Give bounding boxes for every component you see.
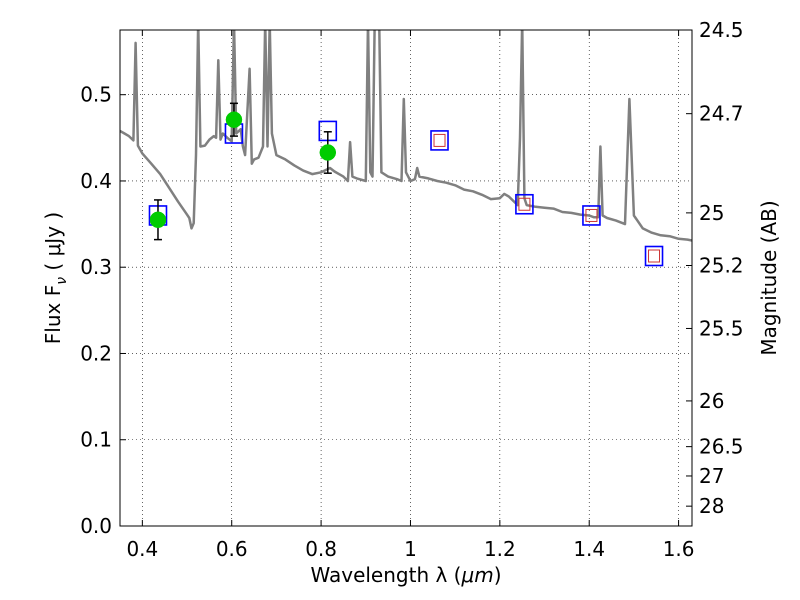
y2-tick-label: 25.2 [699,253,744,277]
y2-tick-label: 24.7 [699,102,744,126]
y-tick-label: 0.2 [80,341,112,365]
predicted-band-square [648,249,661,263]
spectrum-line [120,30,692,242]
model-photometry-square [582,205,601,226]
x-tick-label: 1.2 [484,537,516,561]
y-tick-label: 0.1 [80,428,112,452]
x-tick-label: 1.6 [663,537,695,561]
y2-tick-label: 26 [699,389,724,413]
x-tick-label: 0.8 [305,537,337,561]
model-photometry-square [644,245,664,267]
y2-tick-label: 26.5 [699,435,744,459]
marker-layer [148,102,664,267]
axis-ticks: 0.4 0.6 0.8 1 1.2 1.4 1.6 0.0 0.1 0.2 0.3 0.4 0.5 24.… [80,18,743,561]
x-tick-label: 0.6 [216,537,248,561]
predicted-band-square [518,197,531,211]
y-tick-label: 0.5 [80,83,112,107]
observed-photometry-point [225,111,243,128]
predicted-band-square [585,208,598,222]
y-tick-label: 0.3 [80,255,112,279]
plot-frame [119,29,693,527]
y2-tick-label: 27 [699,464,724,488]
y2-tick-label: 24.5 [699,18,744,42]
model-photometry-square [515,193,534,215]
x-tick-label: 1.4 [573,537,605,561]
spectrum-layer [120,30,692,242]
y-axis-label: Flux Fν ( μJy ) [41,212,70,344]
y2-tick-label: 25 [699,201,724,225]
y2-tick-label: 25.5 [699,316,744,340]
x-tick-label: 1 [404,537,417,561]
y2-tick-label: 28 [699,494,724,518]
x-tick-label: 0.4 [126,537,158,561]
y-tick-label: 0.4 [80,169,112,193]
model-photometry-square [430,130,449,151]
y2-axis-label: Magnitude (AB) [757,200,781,355]
y-tick-label: 0.0 [80,514,112,538]
x-axis-label: Wavelength λ (μm) [310,563,501,587]
predicted-band-square [433,133,446,147]
observed-photometry-point [319,144,337,161]
observed-photometry-point [149,211,167,229]
